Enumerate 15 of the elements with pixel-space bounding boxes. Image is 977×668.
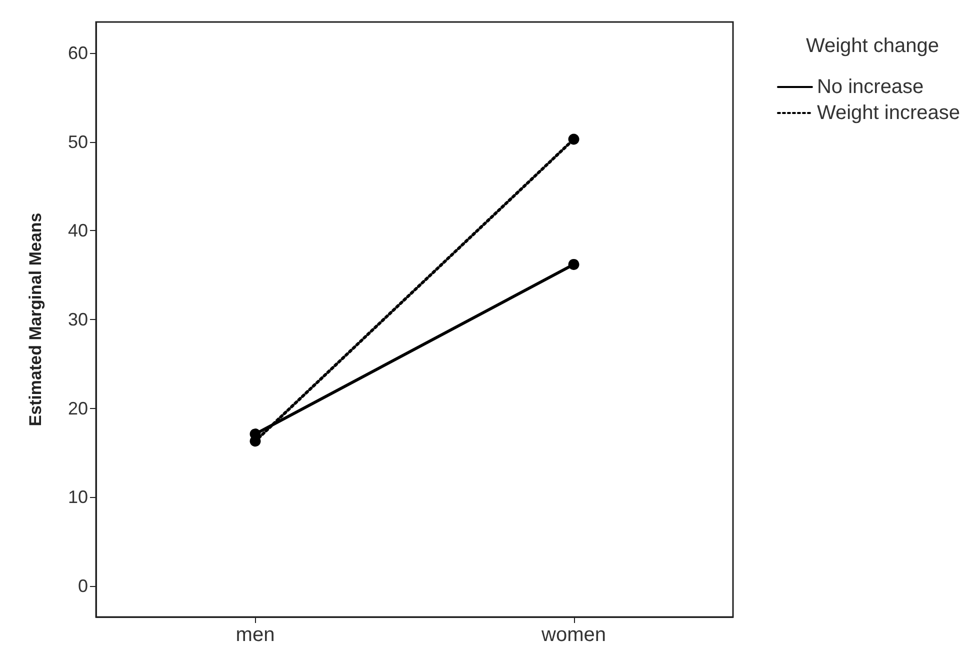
y-tick-label: 0 (78, 576, 88, 596)
point (568, 134, 580, 145)
x-tick-label: women (540, 624, 606, 646)
y-tick-label: 60 (68, 43, 88, 64)
y-tick-label: 30 (68, 310, 88, 330)
y-tick-label: 40 (68, 220, 88, 241)
point (568, 258, 580, 270)
y-axis-title: Estimated Marginal Means (26, 212, 45, 426)
y-tick-label: 10 (68, 487, 88, 508)
y-tick-label: 20 (68, 398, 88, 418)
x-tick-label: men (236, 624, 275, 646)
legend-label: Weight increase (816, 102, 960, 124)
y-tick-label: 50 (68, 132, 88, 152)
legend-title: Weight change (806, 35, 940, 57)
legend-label: No increase (816, 76, 924, 98)
